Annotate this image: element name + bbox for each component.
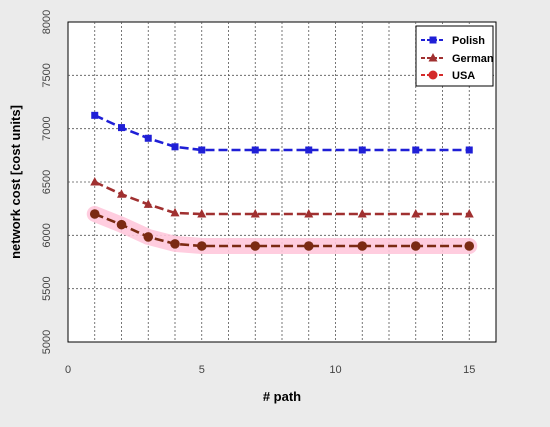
data-point-polish (465, 146, 473, 154)
data-point-polish (118, 124, 125, 132)
legend-label-usa: USA (452, 70, 475, 82)
data-point-usa (143, 232, 154, 242)
data-point-usa (250, 241, 261, 251)
series-usa (89, 209, 475, 251)
y-tick-label: 6000 (41, 223, 53, 247)
legend-item-polish: Polish (421, 35, 485, 47)
data-point-usa (170, 239, 180, 249)
series-german (90, 177, 474, 218)
data-point-usa (464, 241, 475, 251)
series-line-german (94, 180, 470, 216)
data-point-german (197, 209, 207, 218)
data-point-polish (144, 134, 152, 142)
x-tick-label: 15 (463, 364, 475, 376)
x-tick-label: 0 (65, 364, 71, 376)
legend-marker-german (428, 53, 438, 62)
series-line-usa (94, 212, 470, 248)
x-tick-label: 5 (199, 364, 205, 376)
x-tick-label: 10 (329, 364, 341, 376)
data-point-polish (412, 146, 420, 154)
y-axis-title: network cost [cost units] (8, 105, 23, 259)
data-point-german (143, 199, 153, 208)
data-point-german (250, 209, 260, 218)
data-point-polish (305, 146, 313, 154)
legend: Polish German USA (415, 25, 494, 87)
data-point-german (357, 209, 367, 218)
data-point-polish (171, 143, 179, 151)
y-tick-label: 5500 (41, 276, 53, 300)
series-line-polish (94, 114, 470, 152)
data-point-usa (303, 241, 314, 251)
data-point-usa (116, 219, 127, 230)
y-tick-label: 7000 (41, 116, 53, 140)
y-tick-label: 5000 (41, 330, 53, 354)
legend-item-usa: USA (421, 70, 475, 82)
data-point-german (170, 207, 180, 217)
legend-label-polish: Polish (452, 35, 485, 47)
legend-item-german: German (421, 53, 494, 65)
data-point-polish (358, 146, 366, 154)
data-point-german (117, 189, 126, 198)
x-axis-title: # path (263, 389, 301, 404)
data-point-usa (89, 209, 100, 219)
data-point-german (90, 177, 100, 186)
tick-labels: 0 5 10 15 5000 5500 6000 6500 7000 7500 8000 (41, 10, 475, 376)
data-point-german (304, 209, 314, 218)
series-layer (89, 111, 475, 251)
data-point-usa (410, 241, 421, 251)
series-polish (91, 111, 473, 154)
y-tick-label: 8000 (41, 10, 53, 34)
data-point-polish (251, 146, 259, 154)
y-tick-label: 7500 (41, 63, 53, 87)
data-point-usa (196, 241, 207, 251)
legend-label-german: German (452, 53, 494, 65)
data-point-german (411, 209, 421, 218)
legend-marker-usa (428, 70, 438, 80)
y-tick-label: 6500 (41, 170, 53, 194)
legend-marker-polish (429, 36, 437, 44)
data-point-polish (198, 146, 206, 154)
data-point-usa (357, 241, 368, 251)
data-point-german (464, 209, 474, 218)
data-point-polish (91, 111, 99, 119)
